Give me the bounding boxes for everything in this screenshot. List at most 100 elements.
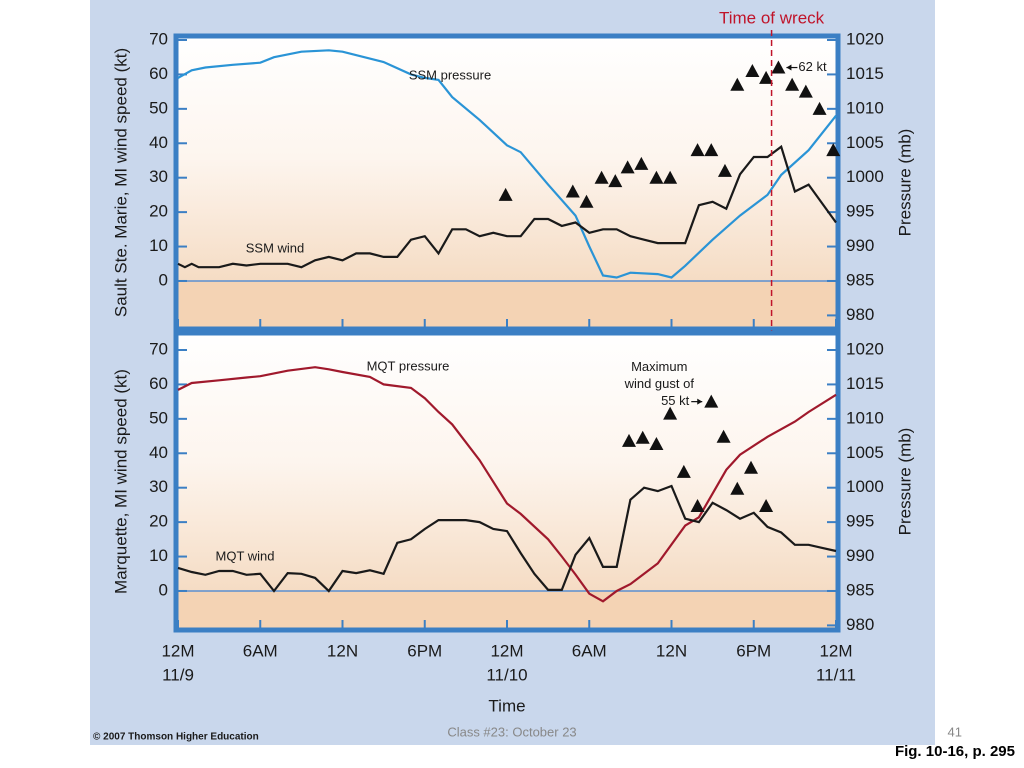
gust-marker — [759, 498, 774, 512]
plot-background — [178, 333, 836, 591]
y-tick-label: 50 — [149, 408, 168, 427]
y-tick-label: 70 — [149, 339, 168, 358]
series-line — [177, 366, 837, 603]
y2-tick-label: 1005 — [846, 443, 884, 462]
y2-tick-label: 1015 — [846, 374, 884, 393]
y2-tick-label: 1000 — [846, 477, 884, 496]
y2-tick-label: 1015 — [846, 64, 884, 83]
x-tick-label: 12M — [161, 641, 194, 660]
annotation-arrowhead — [697, 398, 703, 405]
x-tick-label: 6PM — [407, 641, 442, 660]
y-tick-label: 70 — [149, 29, 168, 48]
gust-marker — [635, 430, 650, 444]
y-tick-label: 30 — [149, 167, 168, 186]
y2-tick-label: 995 — [846, 202, 874, 221]
gust-marker — [690, 498, 705, 512]
x-date-label: 11/10 — [486, 665, 527, 684]
y-tick-label: 40 — [149, 443, 168, 462]
plot-background — [178, 36, 836, 281]
y2-tick-label: 980 — [846, 305, 874, 324]
gust-marker — [663, 170, 678, 184]
gust-marker — [798, 84, 813, 98]
y-tick-label: 30 — [149, 477, 168, 496]
gust-marker — [565, 184, 580, 198]
y2-tick-label: 985 — [846, 580, 874, 599]
series-label: MQT pressure — [367, 358, 450, 373]
gust-marker — [730, 481, 745, 495]
x-tick-label: 12N — [656, 641, 687, 660]
y-axis-label: Sault Ste. Marie, MI wind speed (kt) — [111, 48, 130, 317]
y2-tick-label: 1005 — [846, 133, 884, 152]
gust-marker — [744, 460, 759, 474]
gust-marker — [826, 143, 841, 157]
y2-tick-label: 995 — [846, 512, 874, 531]
wreck-label: Time of wreck — [719, 8, 825, 27]
gust-marker — [771, 60, 786, 74]
gust-marker — [730, 77, 745, 91]
series-line — [177, 49, 837, 279]
gust-marker — [812, 101, 827, 115]
gust-marker — [649, 436, 664, 450]
y-tick-label: 10 — [149, 236, 168, 255]
y2-tick-label: 980 — [846, 615, 874, 634]
x-tick-label: 12M — [819, 641, 852, 660]
gust-marker — [579, 194, 594, 208]
annotation-text: wind gust of — [624, 376, 695, 391]
page-number: 41 — [948, 724, 962, 739]
x-date-label: 11/11 — [816, 665, 856, 684]
y2-tick-label: 1000 — [846, 167, 884, 186]
y2-tick-label: 990 — [846, 236, 874, 255]
x-axis-label: Time — [488, 696, 525, 715]
x-tick-label: 12N — [327, 641, 358, 660]
series-label: SSM pressure — [409, 67, 491, 82]
y-axis-label: Marquette, MI wind speed (kt) — [111, 369, 130, 594]
series-label: SSM wind — [246, 240, 305, 255]
gust-marker — [785, 77, 800, 91]
x-tick-label: 6AM — [572, 641, 607, 660]
annotation-text: 62 kt — [798, 59, 827, 74]
gust-marker — [676, 464, 691, 478]
x-tick-label: 6AM — [243, 641, 278, 660]
gust-marker — [690, 143, 705, 157]
gust-marker — [717, 163, 732, 177]
gust-marker — [608, 174, 623, 188]
gust-marker — [649, 170, 664, 184]
y-tick-label: 20 — [149, 512, 168, 531]
copyright: © 2007 Thomson Higher Education — [93, 732, 259, 743]
gust-marker — [663, 406, 678, 420]
gust-marker — [745, 63, 760, 77]
gust-marker — [704, 394, 719, 408]
y2-axis-label: Pressure (mb) — [895, 129, 914, 237]
y-tick-label: 40 — [149, 133, 168, 152]
gust-marker — [594, 170, 609, 184]
gust-marker — [704, 143, 719, 157]
y2-tick-label: 1020 — [846, 339, 884, 358]
y-tick-label: 20 — [149, 202, 168, 221]
series-label: MQT wind — [216, 548, 275, 563]
annotation-arrowhead — [786, 64, 792, 71]
annotation-text: Maximum — [631, 359, 687, 374]
y-tick-label: 60 — [149, 374, 168, 393]
y-tick-label: 50 — [149, 98, 168, 117]
y2-tick-label: 985 — [846, 270, 874, 289]
y-tick-label: 60 — [149, 64, 168, 83]
x-date-label: 11/9 — [162, 665, 194, 684]
y2-axis-label: Pressure (mb) — [895, 428, 914, 536]
y2-tick-label: 1010 — [846, 98, 884, 117]
series-line — [177, 144, 837, 269]
y2-tick-label: 990 — [846, 546, 874, 565]
figure-ref: Fig. 10-16, p. 295 — [895, 743, 1015, 760]
gust-marker — [622, 433, 637, 447]
gust-marker — [634, 156, 649, 170]
series-line — [177, 484, 837, 593]
class-label: Class #23: October 23 — [447, 724, 576, 739]
gust-marker — [620, 160, 635, 174]
y2-tick-label: 1010 — [846, 408, 884, 427]
x-tick-label: 6PM — [736, 641, 771, 660]
annotation-text: 55 kt — [661, 393, 690, 408]
x-tick-label: 12M — [490, 641, 523, 660]
gust-marker — [759, 70, 774, 84]
y-tick-label: 0 — [159, 580, 168, 599]
